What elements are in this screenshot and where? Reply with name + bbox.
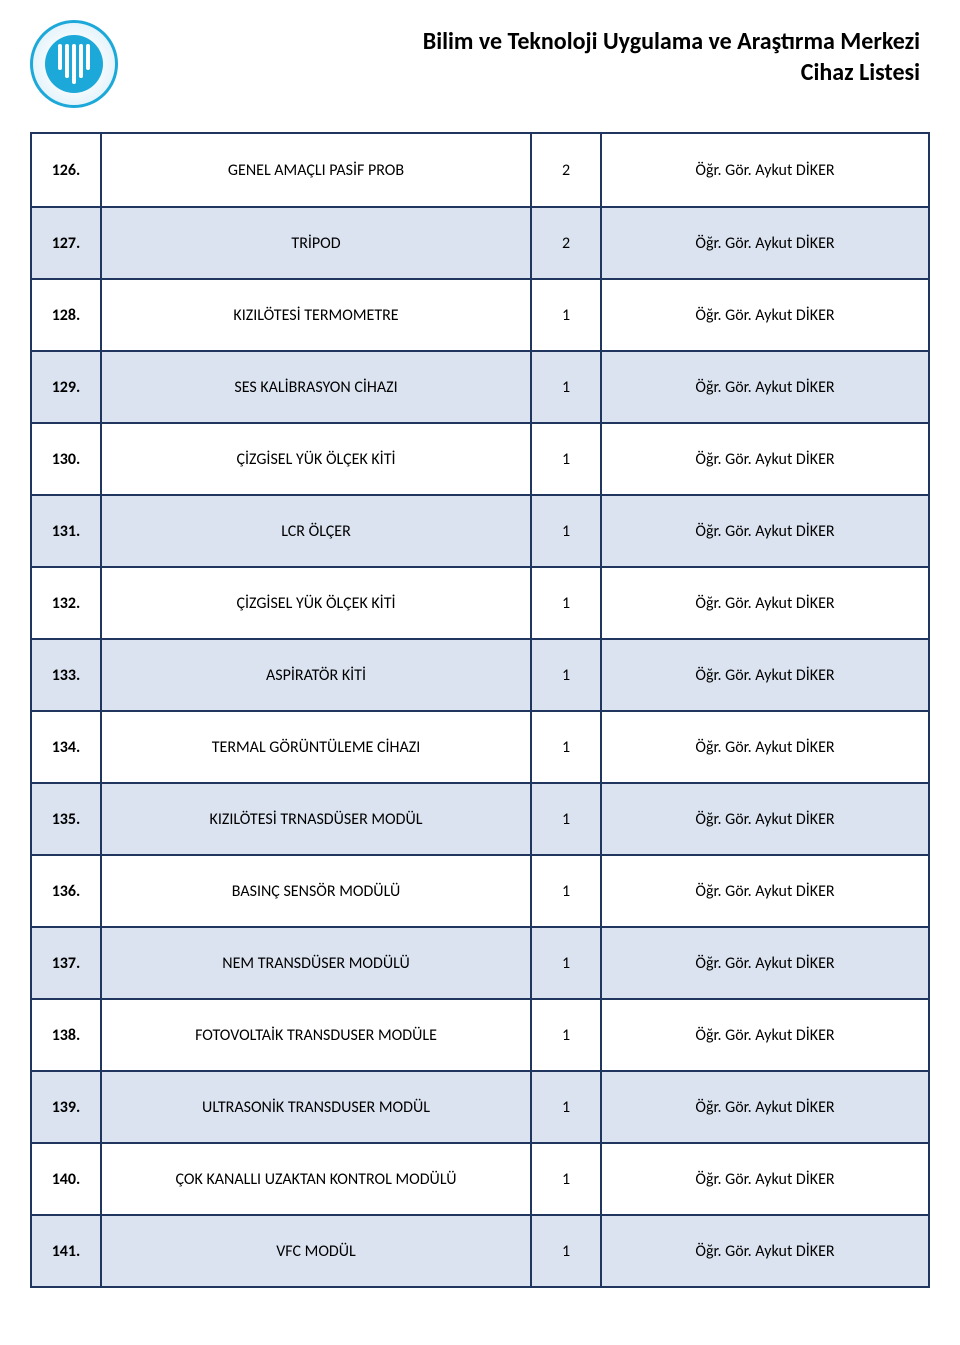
row-index: 141.: [32, 1216, 102, 1286]
logo-bars-icon: [58, 44, 90, 84]
table-row: 135.KIZILÖTESİ TRNASDÜSER MODÜL1Öğr. Gör…: [32, 782, 928, 854]
device-name: TERMAL GÖRÜNTÜLEME CİHAZI: [102, 712, 532, 782]
responsible-person: Öğr. Gör. Aykut DİKER: [602, 496, 928, 566]
row-index: 127.: [32, 208, 102, 278]
table-row: 133.ASPİRATÖR KİTİ1Öğr. Gör. Aykut DİKER: [32, 638, 928, 710]
responsible-person: Öğr. Gör. Aykut DİKER: [602, 1216, 928, 1286]
row-index: 135.: [32, 784, 102, 854]
row-index: 132.: [32, 568, 102, 638]
device-name: NEM TRANSDÜSER MODÜLÜ: [102, 928, 532, 998]
device-table: 126.GENEL AMAÇLI PASİF PROB2Öğr. Gör. Ay…: [30, 132, 930, 1288]
row-index: 133.: [32, 640, 102, 710]
device-name: FOTOVOLTAİK TRANSDUSER MODÜLE: [102, 1000, 532, 1070]
device-qty: 1: [532, 496, 602, 566]
row-index: 129.: [32, 352, 102, 422]
row-index: 139.: [32, 1072, 102, 1142]
responsible-person: Öğr. Gör. Aykut DİKER: [602, 352, 928, 422]
device-name: LCR ÖLÇER: [102, 496, 532, 566]
responsible-person: Öğr. Gör. Aykut DİKER: [602, 1072, 928, 1142]
device-qty: 1: [532, 352, 602, 422]
responsible-person: Öğr. Gör. Aykut DİKER: [602, 856, 928, 926]
device-qty: 1: [532, 424, 602, 494]
table-row: 134.TERMAL GÖRÜNTÜLEME CİHAZI1Öğr. Gör. …: [32, 710, 928, 782]
page-title-line1: Bilim ve Teknoloji Uygulama ve Araştırma…: [118, 26, 920, 57]
row-index: 126.: [32, 134, 102, 206]
device-qty: 1: [532, 640, 602, 710]
row-index: 140.: [32, 1144, 102, 1214]
responsible-person: Öğr. Gör. Aykut DİKER: [602, 1144, 928, 1214]
responsible-person: Öğr. Gör. Aykut DİKER: [602, 424, 928, 494]
device-qty: 1: [532, 712, 602, 782]
responsible-person: Öğr. Gör. Aykut DİKER: [602, 280, 928, 350]
table-row: 141.VFC MODÜL1Öğr. Gör. Aykut DİKER: [32, 1214, 928, 1286]
device-name: GENEL AMAÇLI PASİF PROB: [102, 134, 532, 206]
table-row: 136.BASINÇ SENSÖR MODÜLÜ1Öğr. Gör. Aykut…: [32, 854, 928, 926]
row-index: 136.: [32, 856, 102, 926]
row-index: 138.: [32, 1000, 102, 1070]
table-row: 132.ÇİZGİSEL YÜK ÖLÇEK KİTİ1Öğr. Gör. Ay…: [32, 566, 928, 638]
device-name: BASINÇ SENSÖR MODÜLÜ: [102, 856, 532, 926]
responsible-person: Öğr. Gör. Aykut DİKER: [602, 640, 928, 710]
device-name: VFC MODÜL: [102, 1216, 532, 1286]
device-name: KIZILÖTESİ TRNASDÜSER MODÜL: [102, 784, 532, 854]
device-qty: 1: [532, 1072, 602, 1142]
device-qty: 2: [532, 208, 602, 278]
table-row: 139.ULTRASONİK TRANSDUSER MODÜL1Öğr. Gör…: [32, 1070, 928, 1142]
table-row: 137.NEM TRANSDÜSER MODÜLÜ1Öğr. Gör. Ayku…: [32, 926, 928, 998]
table-row: 140.ÇOK KANALLI UZAKTAN KONTROL MODÜLÜ1Ö…: [32, 1142, 928, 1214]
page-header: Bilim ve Teknoloji Uygulama ve Araştırma…: [30, 20, 930, 108]
responsible-person: Öğr. Gör. Aykut DİKER: [602, 1000, 928, 1070]
responsible-person: Öğr. Gör. Aykut DİKER: [602, 784, 928, 854]
row-index: 131.: [32, 496, 102, 566]
device-qty: 1: [532, 928, 602, 998]
device-name: ÇOK KANALLI UZAKTAN KONTROL MODÜLÜ: [102, 1144, 532, 1214]
responsible-person: Öğr. Gör. Aykut DİKER: [602, 928, 928, 998]
device-name: SES KALİBRASYON CİHAZI: [102, 352, 532, 422]
device-qty: 1: [532, 280, 602, 350]
device-qty: 2: [532, 134, 602, 206]
table-row: 126.GENEL AMAÇLI PASİF PROB2Öğr. Gör. Ay…: [32, 134, 928, 206]
table-row: 138.FOTOVOLTAİK TRANSDUSER MODÜLE1Öğr. G…: [32, 998, 928, 1070]
row-index: 128.: [32, 280, 102, 350]
device-name: ÇİZGİSEL YÜK ÖLÇEK KİTİ: [102, 424, 532, 494]
device-qty: 1: [532, 1000, 602, 1070]
device-name: KIZILÖTESİ TERMOMETRE: [102, 280, 532, 350]
logo-inner-circle: [45, 35, 103, 93]
row-index: 137.: [32, 928, 102, 998]
table-row: 131.LCR ÖLÇER1Öğr. Gör. Aykut DİKER: [32, 494, 928, 566]
table-row: 129.SES KALİBRASYON CİHAZI1Öğr. Gör. Ayk…: [32, 350, 928, 422]
device-name: ÇİZGİSEL YÜK ÖLÇEK KİTİ: [102, 568, 532, 638]
device-qty: 1: [532, 568, 602, 638]
row-index: 134.: [32, 712, 102, 782]
device-name: TRİPOD: [102, 208, 532, 278]
responsible-person: Öğr. Gör. Aykut DİKER: [602, 134, 928, 206]
table-row: 130.ÇİZGİSEL YÜK ÖLÇEK KİTİ1Öğr. Gör. Ay…: [32, 422, 928, 494]
device-qty: 1: [532, 1216, 602, 1286]
device-qty: 1: [532, 1144, 602, 1214]
responsible-person: Öğr. Gör. Aykut DİKER: [602, 712, 928, 782]
responsible-person: Öğr. Gör. Aykut DİKER: [602, 208, 928, 278]
university-logo: [30, 20, 118, 108]
device-name: ULTRASONİK TRANSDUSER MODÜL: [102, 1072, 532, 1142]
responsible-person: Öğr. Gör. Aykut DİKER: [602, 568, 928, 638]
table-row: 127.TRİPOD2Öğr. Gör. Aykut DİKER: [32, 206, 928, 278]
device-qty: 1: [532, 856, 602, 926]
device-name: ASPİRATÖR KİTİ: [102, 640, 532, 710]
title-block: Bilim ve Teknoloji Uygulama ve Araştırma…: [118, 20, 930, 88]
device-qty: 1: [532, 784, 602, 854]
table-row: 128.KIZILÖTESİ TERMOMETRE1Öğr. Gör. Ayku…: [32, 278, 928, 350]
row-index: 130.: [32, 424, 102, 494]
table-body: 126.GENEL AMAÇLI PASİF PROB2Öğr. Gör. Ay…: [32, 134, 928, 1286]
page-title-line2: Cihaz Listesi: [118, 57, 920, 88]
